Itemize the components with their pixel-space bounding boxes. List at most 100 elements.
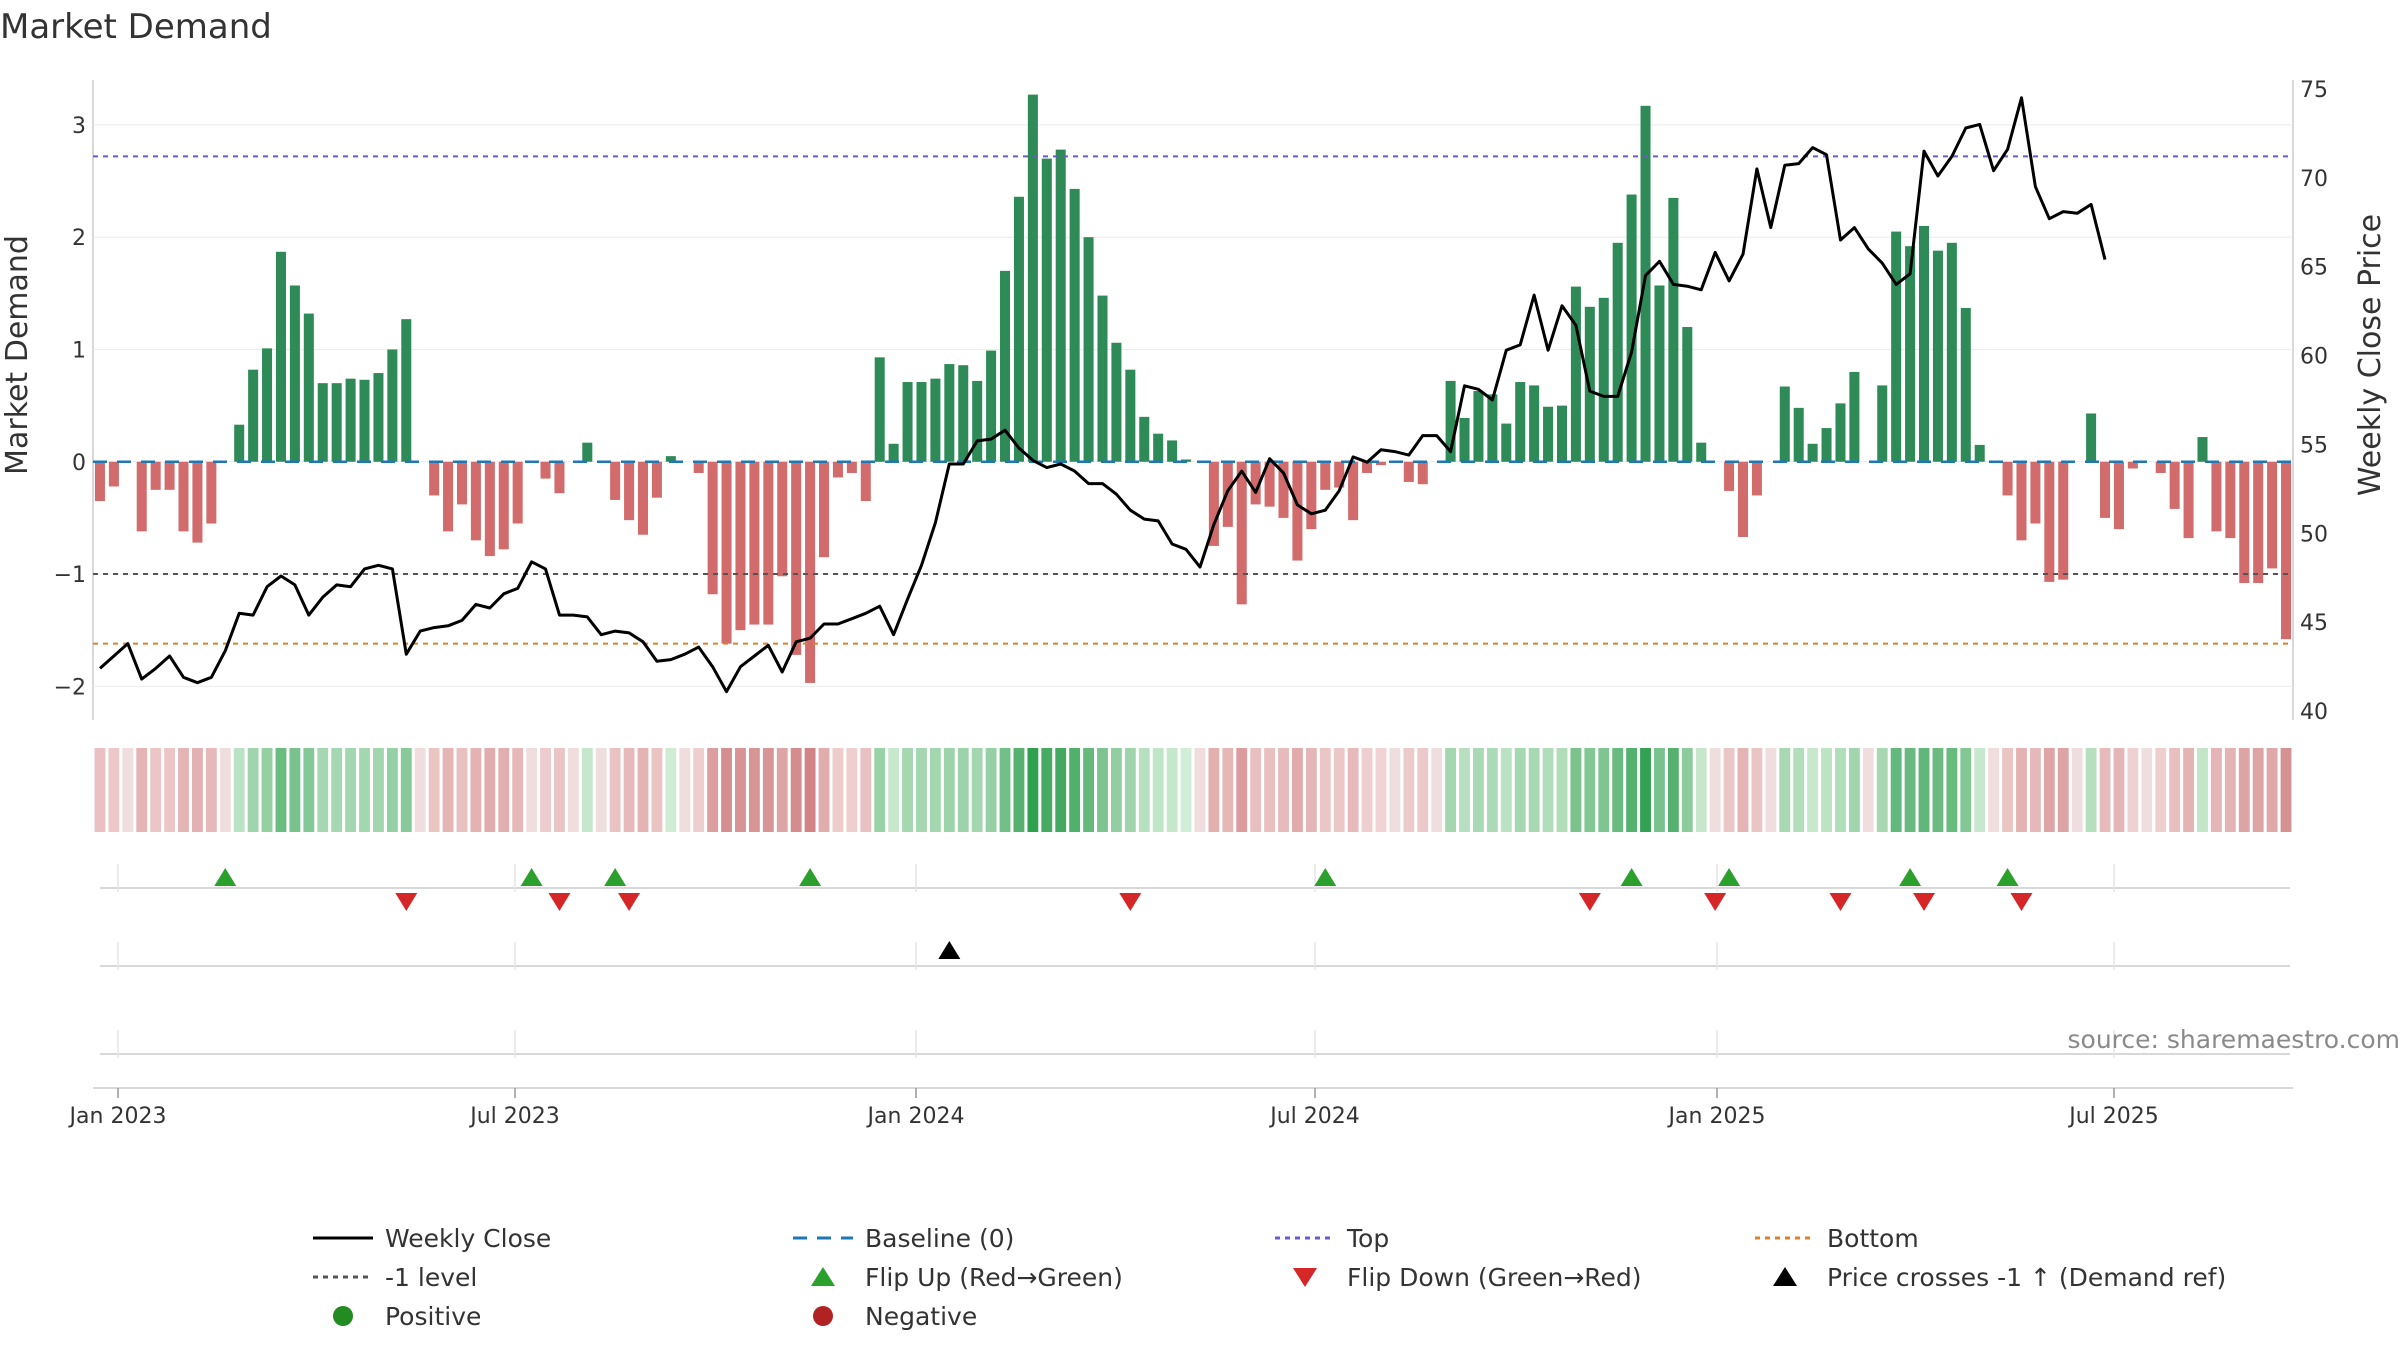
- flip-down-marker: [395, 893, 418, 911]
- heat-cell: [1097, 748, 1108, 832]
- flip-up-marker: [520, 868, 543, 886]
- heat-cell: [2016, 748, 2027, 832]
- heat-cell: [2085, 748, 2097, 832]
- demand-bar: [1055, 149, 1066, 462]
- demand-bar: [1236, 461, 1247, 605]
- heat-cell: [1570, 748, 1582, 832]
- demand-bar: [248, 369, 259, 462]
- demand-bar: [637, 461, 649, 535]
- demand-bar: [1375, 461, 1386, 466]
- y-tick-label: −2: [54, 675, 86, 700]
- demand-bar: [150, 461, 161, 490]
- heat-cell: [136, 748, 148, 832]
- heat-cell: [1848, 748, 1860, 832]
- flip-down-marker: [618, 893, 641, 911]
- heat-cell: [1807, 748, 1819, 832]
- heat-cell: [2238, 748, 2250, 832]
- heat-cell: [1055, 748, 1067, 832]
- heat-cell: [1626, 748, 1638, 832]
- heat-cell: [2280, 748, 2292, 832]
- demand-bar: [1807, 443, 1818, 462]
- y-tick-label: −1: [54, 563, 86, 588]
- demand-bar: [888, 443, 899, 462]
- heat-cell: [1083, 748, 1094, 832]
- heat-cell: [1431, 748, 1443, 832]
- heat-cell: [1932, 748, 1944, 832]
- heat-cell: [804, 748, 816, 832]
- demand-bar: [986, 350, 997, 462]
- demand-bar: [470, 461, 481, 541]
- demand-bar: [1041, 158, 1052, 462]
- demand-bar: [1320, 461, 1331, 490]
- flip-down-marker: [1119, 893, 1142, 911]
- heat-cell: [2141, 748, 2153, 832]
- heat-cell: [526, 748, 538, 832]
- legend-item-weekly-close: Weekly Close: [313, 1224, 551, 1253]
- demand-bar: [1737, 461, 1749, 537]
- demand-bar: [763, 461, 774, 625]
- demand-bar: [2155, 461, 2166, 473]
- heat-cell: [1305, 748, 1317, 832]
- demand-bar: [735, 461, 746, 631]
- flip-down-marker: [1913, 893, 1936, 911]
- heat-cell: [1765, 748, 1777, 832]
- heat-cell: [1709, 748, 1721, 832]
- heat-cell: [456, 748, 468, 832]
- demand-bar: [2030, 461, 2041, 524]
- demand-bar: [693, 461, 704, 473]
- heat-cell: [1681, 748, 1693, 832]
- heat-cell: [693, 748, 705, 832]
- demand-bar: [484, 461, 495, 557]
- heat-cell: [2197, 748, 2208, 832]
- demand-bar: [1877, 385, 1888, 462]
- flip-up-marker: [1718, 868, 1741, 886]
- legend-item-flip-down: Flip Down (Green→Red): [1293, 1263, 1642, 1292]
- demand-bar: [1905, 246, 1916, 462]
- demand-bar: [1000, 270, 1011, 462]
- heat-cell: [247, 748, 259, 832]
- heat-cell: [1152, 748, 1164, 832]
- flip-up-marker: [1996, 868, 2019, 886]
- legend-item-price-cross: Price crosses -1 ↑ (Demand ref): [1773, 1263, 2226, 1292]
- legend-label-top: Top: [1346, 1224, 1389, 1253]
- x-tick-label: Jul 2023: [468, 1104, 560, 1129]
- heat-cell: [2266, 748, 2278, 832]
- demand-bar: [1779, 386, 1790, 462]
- heat-cell: [1194, 748, 1206, 832]
- demand-bar: [1974, 444, 1985, 462]
- heat-cell: [1013, 748, 1025, 832]
- legend-swatch-positive: [333, 1306, 353, 1326]
- heat-cell: [1027, 748, 1039, 832]
- demand-bar: [2281, 461, 2292, 640]
- demand-bar: [2225, 461, 2236, 539]
- demand-bar: [1919, 225, 1930, 462]
- heat-cell: [1584, 748, 1596, 832]
- demand-bar: [1932, 250, 1943, 462]
- heat-cell: [1542, 748, 1554, 832]
- heat-cell: [178, 748, 189, 832]
- heat-cell: [818, 748, 830, 832]
- demand-bar: [902, 382, 913, 462]
- heat-cell: [442, 748, 454, 832]
- demand-bar: [1682, 327, 1693, 462]
- demand-bar: [387, 349, 398, 462]
- y2-tick-label: 50: [2300, 522, 2328, 547]
- heat-cell: [1737, 748, 1749, 832]
- flip-down-marker: [1578, 893, 1601, 911]
- legend-label-positive: Positive: [385, 1302, 481, 1331]
- heat-cell: [414, 748, 426, 832]
- heat-cell: [748, 748, 760, 832]
- heat-cell: [916, 748, 927, 832]
- heat-cell: [651, 748, 663, 832]
- demand-bar: [777, 461, 788, 577]
- heat-cell: [665, 748, 677, 832]
- demand-bar: [2197, 437, 2208, 462]
- demand-bar: [1849, 371, 1860, 462]
- heat-cell: [790, 748, 802, 832]
- heat-cell: [400, 748, 412, 832]
- heat-cell: [679, 748, 691, 832]
- demand-bar: [2169, 461, 2180, 509]
- heat-cell: [1180, 748, 1192, 832]
- heat-cell: [2127, 748, 2139, 832]
- y2-tick-label: 55: [2300, 433, 2328, 458]
